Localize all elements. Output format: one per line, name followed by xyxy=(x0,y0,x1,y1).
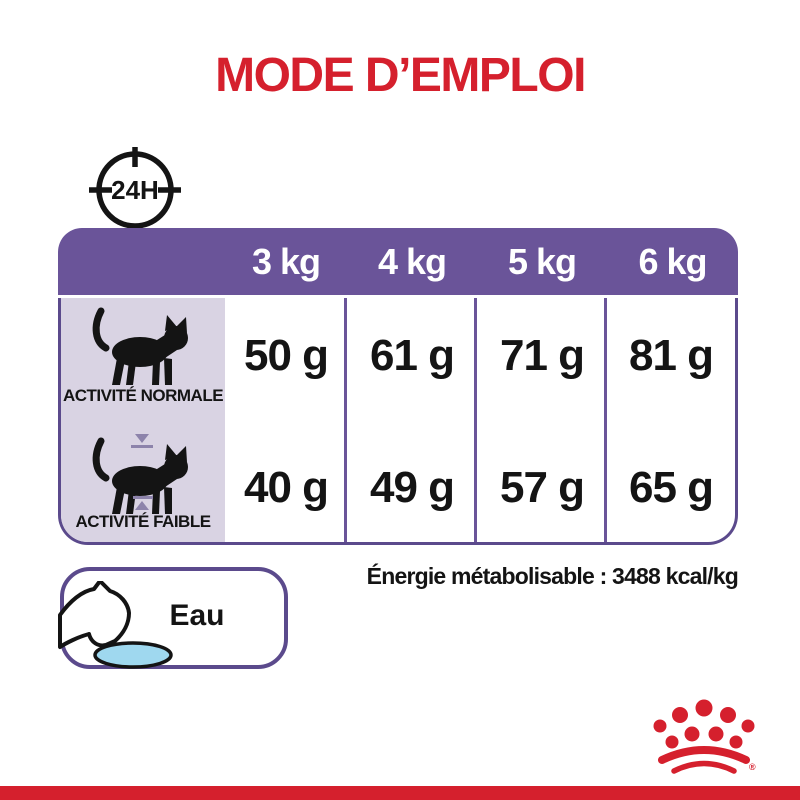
24h-clock-icon: 24H xyxy=(89,147,181,229)
column-divider xyxy=(344,298,347,542)
ration-normal-5kg: 71 g xyxy=(499,331,585,380)
clock-label: 24H xyxy=(111,175,159,205)
ration-normal-6kg: 81 g xyxy=(628,331,714,380)
column-header-4kg: 4 kg xyxy=(377,241,447,282)
metabolizable-energy-text: Énergie métabolisable : 3488 kcal/kg xyxy=(366,563,739,589)
column-header-5kg: 5 kg xyxy=(507,241,577,282)
column-header-3kg: 3 kg xyxy=(251,241,321,282)
ration-low-5kg: 57 g xyxy=(499,463,585,512)
table-body: ACTIVITÉ NORMALE xyxy=(58,298,738,545)
table-header: 3 kg 4 kg 5 kg 6 kg xyxy=(58,228,738,295)
registered-mark: ® xyxy=(749,762,756,772)
row-label-normal-activity: ACTIVITÉ NORMALE xyxy=(62,386,224,405)
column-divider xyxy=(474,298,477,542)
ration-normal-3kg: 50 g xyxy=(243,331,329,380)
bottom-red-bar xyxy=(0,786,800,800)
row-label-low-activity: ACTIVITÉ FAIBLE xyxy=(75,512,211,531)
ration-low-6kg: 65 g xyxy=(628,463,714,512)
royal-canin-crown-logo: ® xyxy=(653,699,756,774)
ration-low-4kg: 49 g xyxy=(369,463,455,512)
page-title: MODE D’EMPLOI xyxy=(215,49,586,102)
ration-normal-4kg: 61 g xyxy=(369,331,455,380)
column-header-6kg: 6 kg xyxy=(638,241,707,282)
column-divider xyxy=(604,298,607,542)
water-label: Eau xyxy=(169,599,225,632)
feeding-table: 3 kg 4 kg 5 kg 6 kg xyxy=(58,228,738,548)
water-box: Eau xyxy=(58,567,288,669)
ration-low-3kg: 40 g xyxy=(243,463,329,512)
cat-low-activity-icon xyxy=(92,434,188,514)
activity-label-column: ACTIVITÉ NORMALE xyxy=(61,298,225,542)
cat-drinking-bowl-icon xyxy=(58,581,173,669)
cat-normal-activity-icon xyxy=(92,307,188,385)
